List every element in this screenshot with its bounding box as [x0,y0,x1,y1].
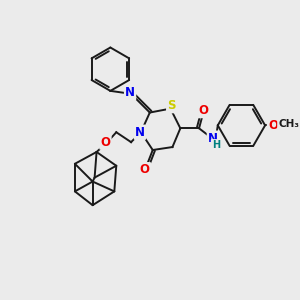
Text: S: S [167,99,176,112]
Text: H: H [212,140,220,150]
Text: O: O [268,119,278,132]
Text: O: O [100,136,110,148]
Text: N: N [125,86,135,99]
Text: CH₃: CH₃ [278,119,299,129]
Text: N: N [208,132,218,145]
Text: N: N [135,126,145,139]
Text: O: O [140,163,150,176]
Text: O: O [198,104,208,117]
